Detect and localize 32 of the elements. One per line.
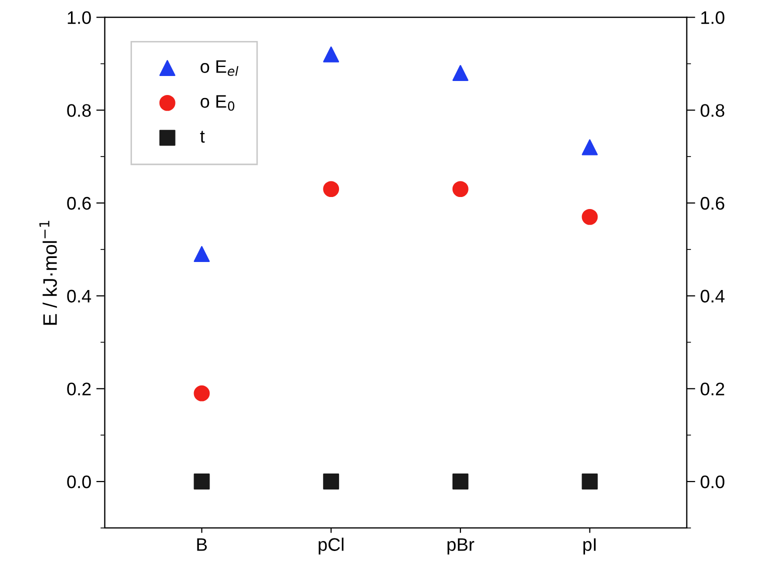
point (194, 246, 210, 262)
y2-tick-label: 0.0 (700, 475, 724, 488)
point (582, 139, 598, 156)
y2-tick-label: 0.6 (700, 196, 724, 210)
y-axis-title: E / kJ·mol$^{−1}$ (39, 220, 57, 325)
x-tick-label: pCl (318, 538, 344, 555)
y-tick-label: 0.0 (67, 475, 91, 488)
y2-tick-label: 0.4 (700, 290, 725, 303)
point (323, 181, 340, 198)
y-tick-label: 0.4 (67, 290, 92, 303)
point (194, 385, 210, 402)
point (323, 46, 340, 62)
x-tick-label: pBr (448, 538, 474, 555)
x-tick-label: pI (583, 538, 596, 555)
y-tick-label: 0.6 (67, 196, 91, 210)
point (323, 474, 340, 490)
legend-label: o E$_{el}$ (200, 60, 238, 76)
point (582, 208, 598, 225)
legend-label: t (200, 130, 205, 143)
legend-label: o E$_{0}$ (200, 95, 234, 111)
point (582, 474, 598, 490)
y-tick-label: 0.8 (67, 104, 91, 117)
y-tick-label: 1.0 (68, 11, 91, 24)
y2-tick-label: 0.8 (700, 104, 724, 117)
y2-tick-label: 0.2 (700, 382, 724, 396)
point (194, 474, 210, 490)
point (452, 65, 468, 81)
x-tick-label: B (197, 538, 207, 551)
point (452, 181, 468, 198)
y2-tick-label: 1.0 (701, 11, 724, 24)
y-tick-label: 0.2 (67, 382, 91, 396)
point (452, 474, 468, 490)
